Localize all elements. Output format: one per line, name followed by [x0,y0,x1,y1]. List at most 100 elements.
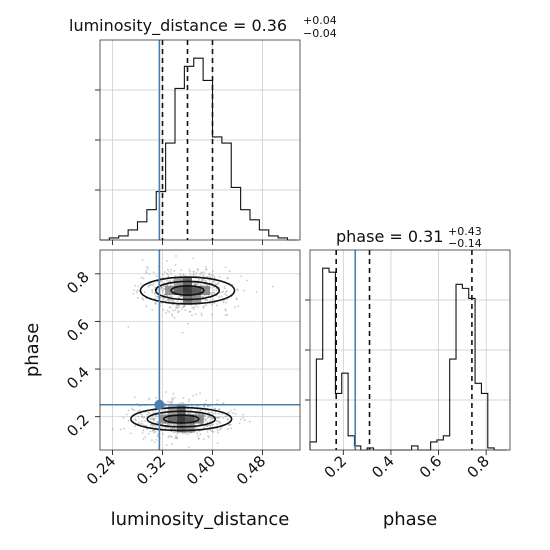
ld-hist-frame [99,39,301,241]
joint-sample-point-1-518 [138,421,140,424]
joint-sample-point-0-422 [211,282,214,285]
ld-hist-step [100,57,297,241]
joint-density-cell-1-4 [176,405,186,415]
joint-sample-point-0-236 [197,306,200,309]
joint-sample-point-0-628 [156,280,159,283]
joint-sample-point-1-555 [197,438,200,440]
joint-sample-point-1-574 [228,423,231,426]
joint-sample-point-1-423 [170,400,173,403]
joint-sample-point-0-523 [206,284,209,286]
joint-sample-point-1-364 [155,396,158,399]
joint-sample-point-1-373 [111,428,114,430]
joint-sample-point-1-594 [135,419,137,422]
joint-sample-point-1-588 [188,398,191,401]
joint-sample-point-1-19 [173,396,176,399]
joint-sample-point-1-489 [156,420,158,423]
joint-sample-point-1-535 [209,416,212,418]
joint-sample-point-0-256 [171,313,174,315]
joint-sample-point-0-470 [202,274,205,277]
joint-sample-point-0-63 [211,273,213,276]
joint-sample-point-0-47 [202,305,205,307]
joint-sample-point-1-416 [185,432,188,435]
joint-sample-point-0-114 [191,282,194,284]
joint-sample-point-0-231 [168,311,171,313]
luminosity-distance-histogram-panel [95,39,301,245]
joint-sample-point-0-629 [213,276,216,279]
joint-sample-point-1-646 [225,415,228,418]
phase-xtick-label-3: 0.8 [463,452,493,482]
joint-sample-point-1-281 [195,393,198,396]
joint-sample-point-0-451 [160,287,163,290]
joint-sample-point-1-87 [216,429,219,432]
joint-density-cell-0-1 [174,285,183,295]
joint-density-cell-0-0 [183,285,192,295]
joint-sample-point-0-385 [202,295,204,298]
joint-sample-point-0-208 [182,306,184,309]
joint-sample-point-0-366 [188,268,191,271]
joint-sample-point-1-230 [189,412,192,415]
joint-sample-point-0-79 [240,275,243,278]
joint-sample-point-1-443 [144,420,147,423]
joint-sample-point-0-567 [154,302,157,304]
joint-sample-point-1-58 [129,432,132,435]
joint-sample-point-1-314 [165,391,168,393]
joint-sample-point-0-447 [186,322,189,325]
luminosity-distance-title-lower: −0.04 [303,27,337,40]
joint-sample-point-1-384 [221,412,224,415]
ld-tick-label-2: 0.40 [183,452,219,488]
joint-sample-point-1-252 [210,411,213,414]
joint-sample-point-0-551 [211,303,214,306]
joint-sample-point-1-528 [206,424,209,427]
joint-sample-point-0-260 [220,295,223,298]
ld-tick-label-3: 0.48 [233,452,269,488]
phase-ytick-label-2: 0.6 [63,316,93,346]
joint-sample-point-0-106 [228,270,231,273]
joint-sample-point-1-536 [154,425,157,428]
joint-sample-point-0-274 [145,269,148,272]
joint-sample-point-0-617 [142,298,145,301]
joint-sample-point-0-363 [154,297,156,300]
joint-sample-point-0-479 [154,286,157,289]
joint-sample-point-1-608 [172,431,175,434]
joint-sample-point-1-441 [148,397,151,400]
joint-sample-point-0-30 [204,266,207,268]
joint-sample-point-0-497 [181,273,184,275]
joint-sample-point-0-590 [192,273,195,276]
joint-sample-point-0-642 [152,271,155,274]
joint-sample-point-1-289 [187,408,189,411]
joint-sample-point-0-379 [148,273,151,275]
joint-sample-point-1-305 [182,402,185,405]
joint-sample-point-0-350 [170,272,173,275]
joint-sample-point-1-343 [213,407,216,410]
joint-sample-point-1-598 [207,416,209,419]
phase-title-upper: +0.43 [448,225,482,238]
joint-sample-point-1-223 [157,433,159,436]
joint-density-cell-0-2 [192,285,201,295]
joint-sample-point-0-531 [172,309,175,312]
joint-sample-point-0-560 [166,284,169,286]
joint-sample-point-0-495 [202,306,205,309]
joint-sample-point-1-99 [218,412,220,415]
joint-sample-point-1-629 [218,428,221,431]
joint-sample-point-1-53 [226,418,229,420]
joint-sample-point-1-483 [202,438,205,441]
joint-sample-point-1-60 [168,435,171,437]
joint-sample-point-0-354 [173,269,176,272]
joint-sample-point-0-581 [205,268,208,271]
joint-sample-point-1-98 [196,408,199,411]
joint-sample-point-0-388 [181,331,184,334]
joint-sample-point-0-453 [156,289,159,291]
joint-sample-point-0-582 [132,292,135,295]
joint-sample-point-1-505 [208,412,211,414]
phase-xtick-label-2: 0.6 [416,452,446,482]
joint-sample-point-0-472 [226,277,229,280]
joint-density-panel: 0.24 0.32 0.40 0.48 0.2 0.4 0.6 0.8 [63,249,301,488]
joint-sample-point-1-0 [155,439,158,441]
joint-sample-point-0-285 [155,295,158,298]
joint-sample-point-1-232 [205,399,208,402]
joint-sample-point-1-362 [142,438,145,440]
ld-tick-label-0: 0.24 [83,452,119,488]
joint-sample-point-1-644 [208,436,211,439]
joint-sample-point-0-162 [152,282,155,285]
